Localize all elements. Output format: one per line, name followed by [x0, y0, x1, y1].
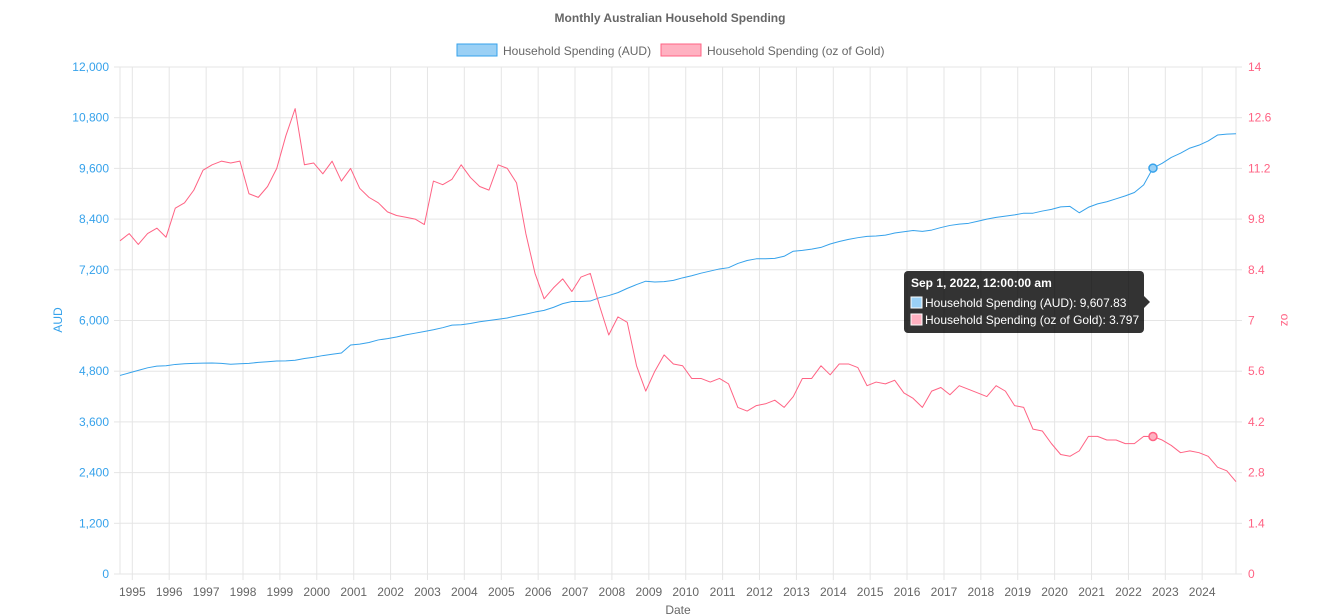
y-right-tick-label: 0: [1248, 567, 1255, 581]
x-tick-label: 2010: [672, 585, 699, 599]
y-left-tick-label: 6,000: [79, 314, 109, 328]
legend-label-aud: Household Spending (AUD): [503, 44, 651, 58]
x-tick-label: 2022: [1115, 585, 1142, 599]
y-right-tick-label: 14: [1248, 60, 1262, 74]
y-right-tick-label: 1.4: [1248, 516, 1265, 530]
x-tick-label: 2000: [303, 585, 330, 599]
x-tick-label: 2002: [377, 585, 404, 599]
y-left-tick-label: 4,800: [79, 364, 109, 378]
series-line-aud: [119, 133, 1237, 376]
x-tick-label: 1997: [193, 585, 220, 599]
y-left-tick-label: 2,400: [79, 466, 109, 480]
x-tick-label: 2007: [562, 585, 589, 599]
y-right-tick-label: 2.8: [1248, 466, 1265, 480]
series-lines: [119, 108, 1237, 482]
y-right-tick-label: 5.6: [1248, 364, 1265, 378]
x-tick-label: 2006: [525, 585, 552, 599]
active-markers: [1148, 163, 1158, 442]
legend-label-gold: Household Spending (oz of Gold): [707, 44, 884, 58]
x-tick-label: 1996: [156, 585, 183, 599]
series-line-gold: [119, 108, 1237, 482]
y-right-tick-label: 9.8: [1248, 212, 1265, 226]
y-right-tick-label: 12.6: [1248, 111, 1272, 125]
legend-item-gold[interactable]: Household Spending (oz of Gold): [660, 43, 884, 58]
x-axis: 1995 1996 1997 1998 1999 2000 2001 2002 2003 2004…: [119, 585, 1216, 599]
y-left-tick-label: 3,600: [79, 415, 109, 429]
x-tick-label: 2018: [968, 585, 995, 599]
y-left-tick-label: 1,200: [79, 516, 109, 530]
x-tick-label: 2016: [894, 585, 921, 599]
y-left-tick-label: 7,200: [79, 263, 109, 277]
active-point-aud[interactable]: [1148, 163, 1158, 173]
tooltip-caret: [1144, 296, 1150, 308]
legend-swatch-aud: [456, 43, 498, 57]
y-left-tick-label: 10,800: [72, 111, 109, 125]
x-tick-label: 2014: [820, 585, 847, 599]
y-left-tick-label: 8,400: [79, 212, 109, 226]
tooltip-swatch-gold: [910, 313, 923, 326]
tooltip-line-gold: Household Spending (oz of Gold): 3.797: [925, 313, 1139, 327]
x-tick-label: 2015: [857, 585, 884, 599]
x-tick-label: 2008: [599, 585, 626, 599]
tooltip-title: Sep 1, 2022, 12:00:00 am: [911, 276, 1052, 290]
tooltip-line-aud: Household Spending (AUD): 9,607.83: [925, 296, 1127, 310]
tooltip: Sep 1, 2022, 12:00:00 am Household Spend…: [904, 271, 1150, 333]
x-tick-label: 2023: [1152, 585, 1179, 599]
x-axis-title: Date: [665, 603, 691, 616]
x-tick-label: 2020: [1041, 585, 1068, 599]
x-tick-label: 1998: [230, 585, 257, 599]
x-tick-label: 2012: [746, 585, 773, 599]
x-tick-label: 2024: [1189, 585, 1216, 599]
x-tick-label: 2001: [340, 585, 367, 599]
chart-title: Monthly Australian Household Spending: [555, 11, 786, 25]
y-right-tick-label: 4.2: [1248, 415, 1265, 429]
legend: Household Spending (AUD) Household Spend…: [456, 43, 884, 58]
x-tick-label: 2019: [1004, 585, 1031, 599]
y-axis-left: 0 1,200 2,400 3,600 4,800 6,000 7,200 8,400 9,60…: [72, 60, 120, 581]
x-tick-label: 2004: [451, 585, 478, 599]
x-tick-label: 2013: [783, 585, 810, 599]
y-left-tick-label: 9,600: [79, 161, 109, 175]
y-axis-left-title: AUD: [51, 307, 65, 333]
y-left-tick-label: 0: [102, 567, 109, 581]
tooltip-box: [904, 271, 1144, 333]
x-tick-label: 2021: [1078, 585, 1105, 599]
legend-item-aud[interactable]: Household Spending (AUD): [456, 43, 651, 58]
x-tick-label: 1995: [119, 585, 146, 599]
x-tick-label: 1999: [267, 585, 294, 599]
x-tick-label: 2017: [931, 585, 958, 599]
y-right-tick-label: 8.4: [1248, 263, 1265, 277]
x-tick-label: 2005: [488, 585, 515, 599]
tooltip-swatch-aud: [910, 296, 923, 309]
y-axis-right: 0 1.4 2.8 4.2 5.6 7 8.4 9.8 11.2 12.6 14: [1236, 60, 1272, 581]
x-tick-label: 2009: [636, 585, 663, 599]
y-right-tick-label: 11.2: [1248, 161, 1271, 175]
x-tick-label: 2011: [710, 585, 736, 599]
x-tick-label: 2003: [414, 585, 441, 599]
active-point-gold[interactable]: [1148, 431, 1158, 442]
y-left-tick-label: 12,000: [72, 60, 109, 74]
legend-swatch-gold: [660, 43, 702, 57]
y-axis-right-title: oz: [1278, 314, 1292, 327]
y-right-tick-label: 7: [1248, 314, 1255, 328]
